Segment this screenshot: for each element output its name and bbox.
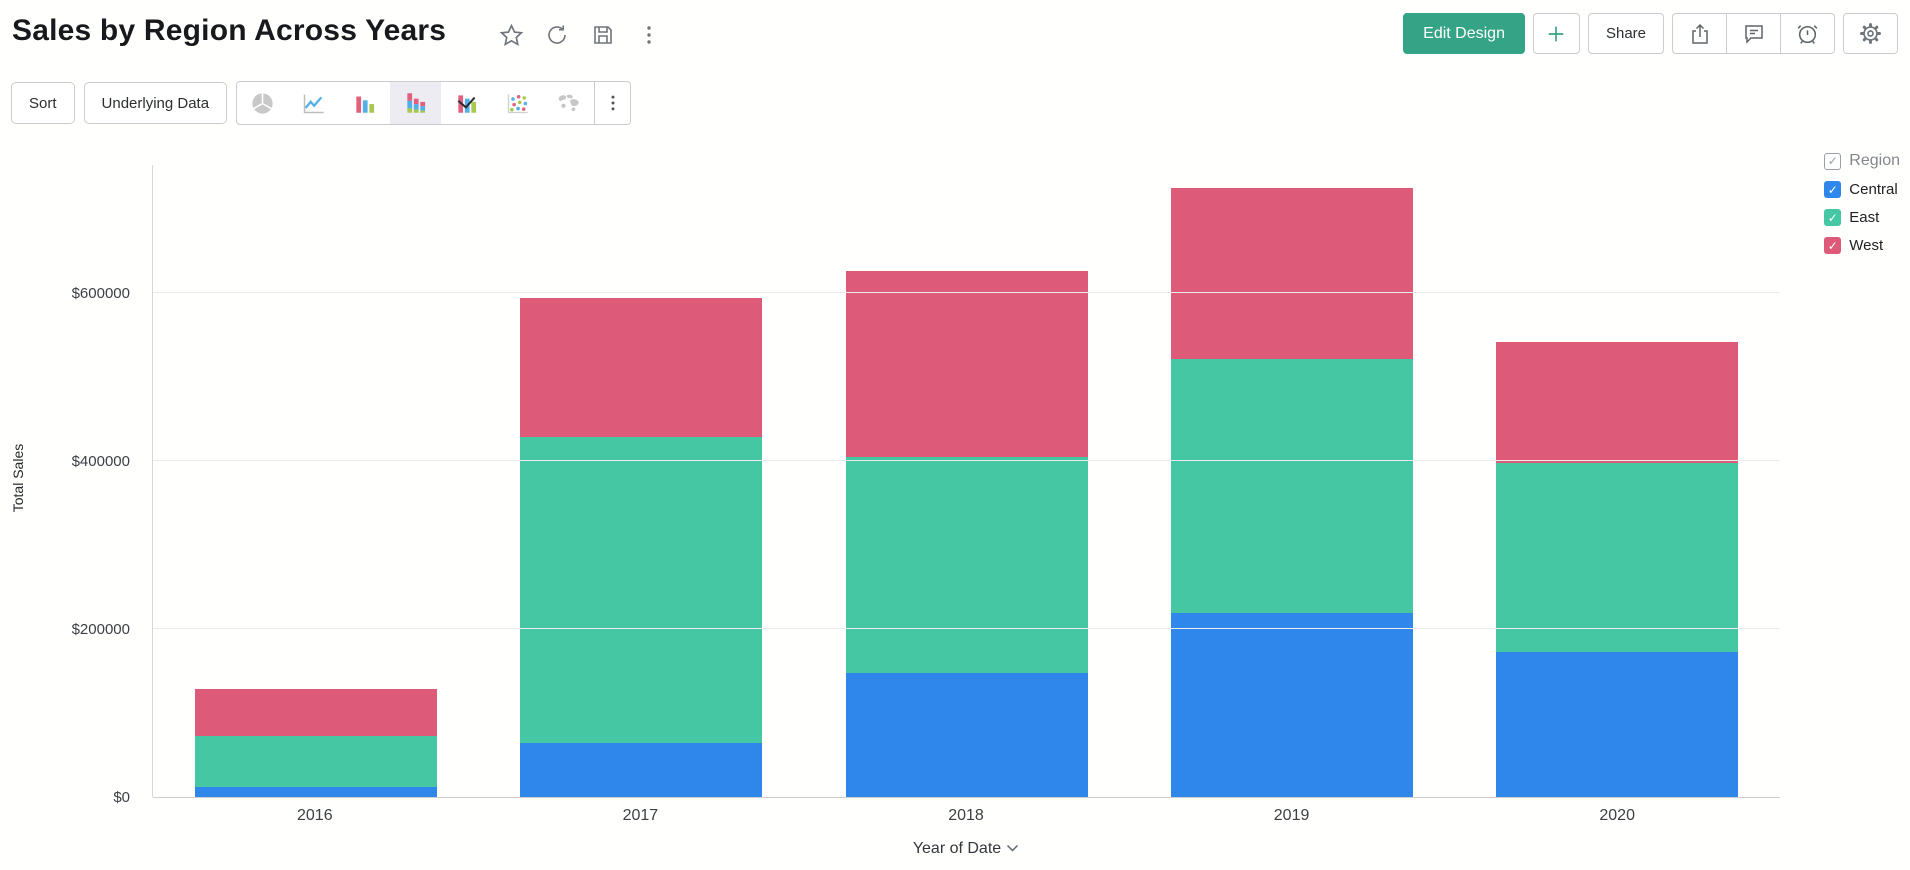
x-axis-title-text: Year of Date: [912, 840, 1002, 857]
switcher-divider: [594, 82, 596, 124]
gear-icon[interactable]: [1843, 13, 1898, 54]
toolbar: Sort Underlying Data: [0, 80, 632, 126]
bar-segment-central-2017[interactable]: [520, 743, 763, 797]
title-icon-bar: [498, 22, 662, 48]
legend-checkbox-west[interactable]: ✓: [1824, 237, 1842, 254]
export-icon[interactable]: [1672, 13, 1727, 54]
bar-column: [153, 165, 478, 797]
legend-label: West: [1849, 237, 1884, 254]
legend: ✓ Region ✓ Central ✓ East ✓ West: [1824, 152, 1900, 254]
icon-button-group: [1672, 13, 1835, 54]
chevron-down-icon: [1007, 845, 1019, 852]
stacked-bar-2017: [520, 297, 763, 797]
chart-type-map-icon[interactable]: [543, 82, 594, 124]
underlying-data-button[interactable]: Underlying Data: [83, 82, 228, 124]
x-tick-label: 2017: [622, 807, 659, 824]
stacked-bar-2020: [1496, 342, 1739, 797]
bar-segment-east-2018[interactable]: [845, 456, 1088, 673]
bar-segment-west-2017[interactable]: [520, 297, 763, 438]
alarm-icon[interactable]: [1780, 13, 1835, 54]
bar-segment-west-2019[interactable]: [1170, 187, 1413, 360]
edit-design-button[interactable]: Edit Design: [1403, 13, 1525, 54]
legend-header[interactable]: ✓ Region: [1824, 152, 1900, 170]
y-tick-label: $0: [113, 789, 130, 806]
x-tick-label: 2016: [297, 807, 333, 824]
save-icon[interactable]: [590, 22, 616, 48]
y-tick-label: $600000: [71, 284, 130, 302]
plot-area: [152, 165, 1780, 798]
bar-segment-central-2016[interactable]: [194, 786, 437, 797]
x-tick-label: 2018: [948, 807, 984, 824]
header-actions: Edit Design Share: [1403, 13, 1898, 54]
bar-column: [804, 165, 1129, 797]
comment-icon[interactable]: [1726, 13, 1781, 54]
bars-container: [153, 165, 1780, 797]
add-button[interactable]: [1532, 13, 1580, 54]
stacked-bar-2018: [845, 270, 1088, 797]
gridline: [153, 291, 1780, 293]
share-button[interactable]: Share: [1587, 13, 1664, 54]
legend-item-central[interactable]: ✓ Central: [1824, 181, 1900, 198]
stacked-bar-2019: [1170, 187, 1413, 797]
legend-label: Central: [1849, 181, 1898, 198]
chart-type-bar-icon[interactable]: [339, 82, 390, 124]
bar-segment-east-2019[interactable]: [1170, 359, 1413, 613]
chart-type-switcher: [236, 81, 632, 125]
gridline: [153, 459, 1780, 461]
header: Sales by Region Across Years Edit Design…: [0, 0, 1910, 70]
bar-segment-central-2020[interactable]: [1496, 651, 1739, 797]
chart: Total Sales $0 $200000 $400000 $600000 2016…: [0, 140, 1790, 870]
x-tick-label: 2020: [1599, 807, 1635, 824]
legend-item-east[interactable]: ✓ East: [1824, 209, 1900, 226]
gridline: [153, 627, 1780, 629]
chart-type-scatter-icon[interactable]: [492, 82, 543, 124]
page-title: Sales by Region Across Years: [12, 14, 447, 47]
chart-type-more-icon[interactable]: [595, 82, 630, 124]
chart-type-pie-icon[interactable]: [237, 82, 288, 124]
bar-segment-east-2016[interactable]: [194, 735, 437, 787]
bar-segment-central-2018[interactable]: [845, 672, 1088, 797]
y-tick-label: $200000: [71, 620, 130, 638]
x-axis-tick-labels: 2016 2017 2018 2019 2020: [152, 807, 1780, 825]
star-icon[interactable]: [498, 22, 524, 48]
legend-label: East: [1849, 209, 1880, 226]
x-tick-label: 2019: [1273, 807, 1310, 824]
bar-segment-east-2020[interactable]: [1496, 463, 1739, 652]
legend-checkbox-east[interactable]: ✓: [1824, 209, 1842, 226]
x-axis-title[interactable]: Year of Date: [152, 840, 1780, 858]
legend-header-checkbox[interactable]: ✓: [1824, 152, 1842, 170]
chart-type-line-icon[interactable]: [288, 82, 339, 124]
kebab-menu-icon[interactable]: [636, 22, 662, 48]
bar-segment-west-2018[interactable]: [845, 270, 1088, 457]
legend-title: Region: [1849, 152, 1900, 169]
bar-segment-east-2017[interactable]: [520, 437, 763, 744]
stacked-bar-2016: [194, 689, 437, 797]
bar-column: [478, 165, 803, 797]
bar-column: [1455, 165, 1780, 797]
bar-segment-central-2019[interactable]: [1170, 612, 1413, 797]
y-axis-tick-labels: $0 $200000 $400000 $600000: [0, 165, 140, 806]
legend-checkbox-central[interactable]: ✓: [1824, 181, 1842, 198]
sort-button[interactable]: Sort: [11, 82, 75, 124]
chart-type-bar-line-icon[interactable]: [441, 82, 492, 124]
bar-segment-west-2020[interactable]: [1496, 342, 1739, 464]
legend-item-west[interactable]: ✓ West: [1824, 237, 1900, 254]
y-tick-label: $400000: [71, 452, 130, 470]
chart-type-stacked-bar-icon[interactable]: [390, 82, 442, 124]
bar-segment-west-2016[interactable]: [194, 689, 437, 736]
bar-column: [1129, 165, 1454, 797]
refresh-icon[interactable]: [544, 22, 570, 48]
x-axis-line: [153, 797, 1780, 798]
